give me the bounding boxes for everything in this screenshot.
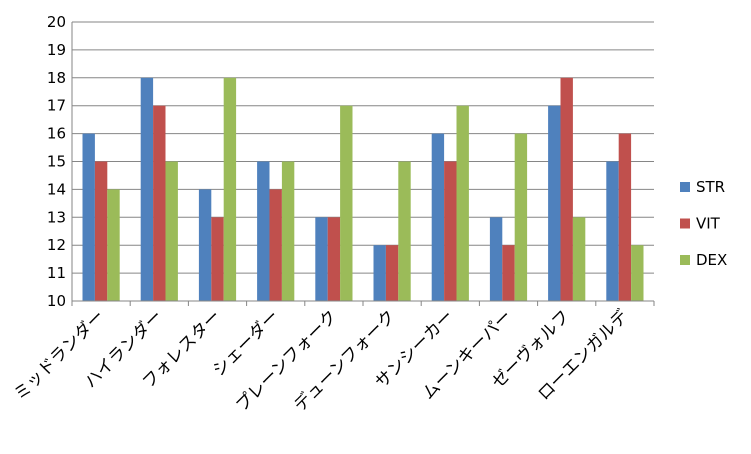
y-tick-label: 15 bbox=[47, 153, 66, 171]
y-tick-label: 12 bbox=[47, 236, 66, 254]
legend-swatch-dex bbox=[680, 255, 690, 265]
bar-str bbox=[140, 77, 154, 301]
bar-dex bbox=[281, 161, 295, 301]
bar-dex bbox=[398, 161, 411, 301]
y-tick-label: 13 bbox=[47, 208, 66, 226]
legend-swatch-str bbox=[680, 182, 690, 192]
bar-str bbox=[606, 161, 619, 301]
bar-vit bbox=[269, 189, 282, 301]
bar-vit bbox=[444, 161, 457, 301]
bar-vit bbox=[153, 105, 166, 301]
y-tick-label: 14 bbox=[47, 180, 66, 198]
bar-vit bbox=[327, 217, 341, 301]
bar-dex bbox=[572, 217, 586, 301]
bar-vit bbox=[618, 133, 632, 301]
bar-vit bbox=[385, 245, 399, 301]
y-tick-label: 11 bbox=[47, 264, 66, 282]
bar-str bbox=[257, 161, 270, 301]
y-tick-label: 20 bbox=[47, 13, 66, 31]
bar-dex bbox=[631, 245, 644, 301]
bar-vit bbox=[560, 77, 573, 301]
bar-vit bbox=[94, 161, 108, 301]
bar-str bbox=[315, 217, 328, 301]
bar-dex bbox=[165, 161, 178, 301]
bar-str bbox=[548, 105, 561, 301]
y-tick-label: 16 bbox=[47, 125, 66, 143]
legend-swatch-vit bbox=[680, 218, 690, 229]
bar-str bbox=[82, 133, 95, 301]
y-tick-label: 19 bbox=[47, 41, 66, 59]
bars bbox=[82, 77, 644, 301]
bar-vit bbox=[211, 217, 224, 301]
x-category-label: デューンフォーク bbox=[290, 306, 400, 416]
x-category-label: プレーンフォーク bbox=[232, 306, 341, 415]
bar-dex bbox=[514, 133, 528, 301]
y-tick-label: 17 bbox=[47, 97, 66, 115]
bar-str bbox=[489, 217, 503, 301]
bar-dex bbox=[107, 189, 120, 301]
legend: STR VIT DEX bbox=[680, 178, 727, 269]
bar-vit bbox=[502, 245, 515, 301]
bar-dex bbox=[223, 77, 237, 301]
y-tick-label: 18 bbox=[47, 69, 66, 87]
bar-str bbox=[373, 245, 386, 301]
legend-label-vit: VIT bbox=[696, 215, 721, 233]
bar-dex bbox=[340, 105, 353, 301]
legend-label-dex: DEX bbox=[696, 251, 727, 269]
legend-label-str: STR bbox=[696, 178, 725, 196]
bar-str bbox=[198, 189, 212, 301]
y-tick-label: 10 bbox=[47, 292, 66, 310]
bar-str bbox=[431, 133, 445, 301]
bar-dex bbox=[456, 105, 469, 301]
